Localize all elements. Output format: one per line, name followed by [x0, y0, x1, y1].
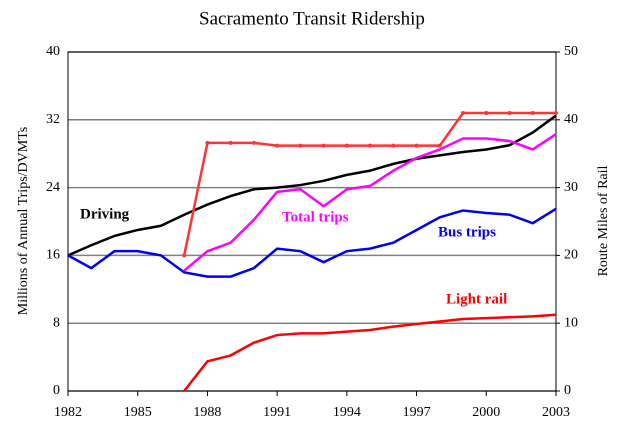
x-tick-label: 1997 — [403, 405, 431, 420]
x-tick-label: 1994 — [333, 405, 361, 420]
y-tick-label: 32 — [46, 112, 60, 127]
y2-tick-label: 40 — [564, 112, 578, 127]
x-tick-label: 1988 — [193, 405, 221, 420]
series-line — [67, 114, 557, 257]
plot-frame — [67, 51, 557, 392]
series-label: Driving — [80, 206, 130, 222]
marker — [182, 253, 187, 258]
marker — [275, 143, 280, 148]
marker — [251, 140, 256, 145]
y-axis-title: Millions of Annual Trips/DVMTs — [16, 127, 31, 315]
x-tick-label: 1985 — [124, 405, 152, 420]
marker — [461, 111, 466, 116]
marker — [321, 143, 326, 148]
y-tick-label: 8 — [53, 315, 60, 330]
series-label: Total trips — [282, 209, 349, 225]
y2-tick-label: 0 — [564, 383, 571, 398]
series-label: Light rail — [446, 291, 507, 307]
x-tick-label: 1982 — [54, 405, 82, 420]
marker — [507, 111, 512, 116]
marker — [530, 111, 535, 116]
x-tick-label: 1991 — [263, 405, 291, 420]
y-tick-label: 40 — [46, 44, 60, 59]
marker — [484, 111, 489, 116]
marker — [437, 143, 442, 148]
marker — [298, 143, 303, 148]
series-label: Bus trips — [438, 224, 496, 240]
y-tick-label: 0 — [53, 383, 60, 398]
y2-tick-label: 10 — [564, 315, 578, 330]
y-tick-label: 24 — [46, 180, 60, 195]
marker — [391, 143, 396, 148]
x-tick-label: 2000 — [472, 405, 500, 420]
y2-tick-label: 50 — [564, 44, 578, 59]
marker — [554, 111, 558, 116]
marker — [414, 143, 419, 148]
marker — [205, 140, 210, 145]
y2-tick-label: 20 — [564, 248, 578, 263]
marker — [228, 140, 233, 145]
y2-tick-label: 30 — [564, 180, 578, 195]
marker — [368, 143, 373, 148]
marker — [344, 143, 349, 148]
series-line — [183, 133, 557, 272]
series-line — [183, 313, 557, 392]
chart-title: Sacramento Transit Ridership — [199, 8, 425, 29]
x-tick-label: 2003 — [542, 405, 570, 420]
y2-axis-title: Route Miles of Rail — [596, 165, 611, 276]
series-line — [67, 207, 557, 278]
y-tick-label: 16 — [46, 248, 60, 263]
